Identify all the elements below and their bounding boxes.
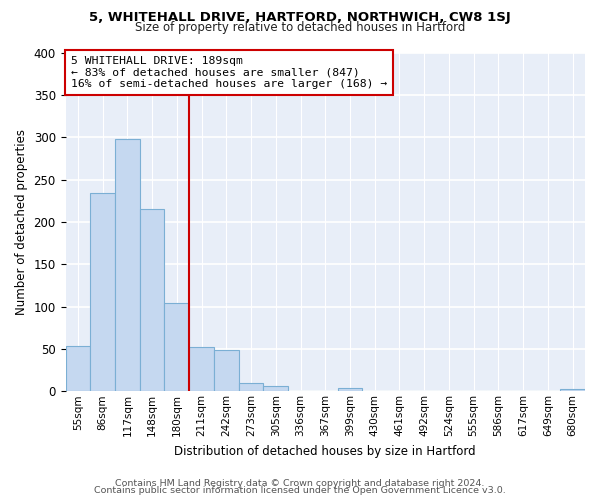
Bar [560, 388, 585, 392]
Bar [189, 347, 214, 392]
Text: 5, WHITEHALL DRIVE, HARTFORD, NORTHWICH, CW8 1SJ: 5, WHITEHALL DRIVE, HARTFORD, NORTHWICH,… [89, 11, 511, 24]
Bar [164, 303, 189, 392]
Bar [263, 386, 288, 392]
Bar [140, 209, 164, 392]
Bar [115, 139, 140, 392]
Bar [214, 350, 239, 392]
Bar [338, 388, 362, 392]
Text: Contains HM Land Registry data © Crown copyright and database right 2024.: Contains HM Land Registry data © Crown c… [115, 478, 485, 488]
Bar [239, 383, 263, 392]
Text: Size of property relative to detached houses in Hartford: Size of property relative to detached ho… [135, 22, 465, 35]
X-axis label: Distribution of detached houses by size in Hartford: Distribution of detached houses by size … [175, 444, 476, 458]
Bar [65, 346, 90, 392]
Text: 5 WHITEHALL DRIVE: 189sqm
← 83% of detached houses are smaller (847)
16% of semi: 5 WHITEHALL DRIVE: 189sqm ← 83% of detac… [71, 56, 387, 89]
Bar [90, 193, 115, 392]
Y-axis label: Number of detached properties: Number of detached properties [15, 129, 28, 315]
Text: Contains public sector information licensed under the Open Government Licence v3: Contains public sector information licen… [94, 486, 506, 495]
